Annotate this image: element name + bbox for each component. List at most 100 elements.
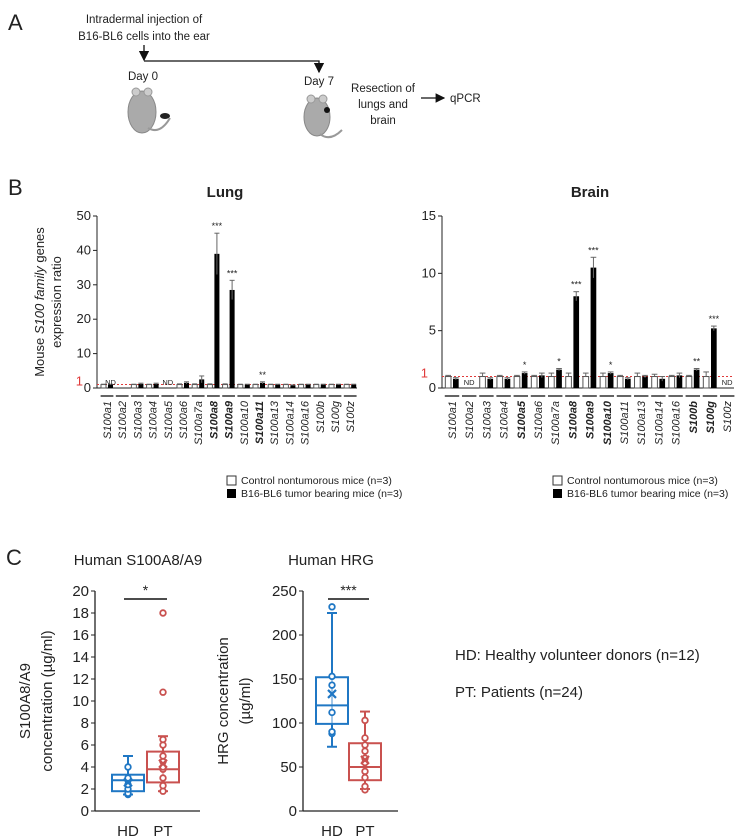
tumor-bar (260, 382, 266, 388)
data-point (159, 782, 167, 790)
tumor-bar (676, 375, 683, 388)
control-bar (548, 376, 555, 389)
y-tick-label: 10 (72, 693, 89, 710)
tumor-bar (305, 384, 311, 388)
data-point (159, 609, 167, 617)
brain-bar-chart: 0 5 10 15 1 S100a1 ND S100a2 S100a3 S100a4 * S100a5… (421, 208, 735, 445)
gene-label: S100a3 (481, 400, 493, 439)
tumor-bar (244, 384, 250, 388)
gene-label: S100a13 (636, 400, 648, 445)
gene-label: S100a7a (193, 401, 205, 445)
box-pt (146, 609, 180, 795)
gene-label: S100a8 (208, 400, 220, 439)
s100-box-plot: 0 2 4 6 8 10 12 14 16 18 20 HD PT * (72, 582, 200, 840)
injection-text: Intradermal injection of (86, 14, 203, 26)
data-point (124, 763, 132, 771)
y-tick-label: 50 (77, 208, 91, 223)
y-tick-label: 5 (429, 323, 436, 338)
category-label: PT (355, 823, 374, 840)
y-tick-label: 0 (289, 803, 297, 820)
ylabel-line2: concentration (µg/ml) (39, 630, 56, 771)
reference-line-label: 1 (76, 374, 83, 389)
control-bar (282, 384, 289, 389)
gene-label: S100a5 (163, 400, 175, 439)
significance-label: * (609, 360, 613, 370)
data-point (328, 708, 336, 717)
y-tick-label: 200 (272, 627, 297, 644)
mouse-icon (127, 87, 171, 134)
tumor-bar (108, 384, 114, 388)
data-point (361, 782, 369, 791)
resection-text: Resection of (351, 83, 416, 95)
control-bar (530, 376, 538, 389)
s100-title: Human S100A8/A9 (74, 552, 202, 569)
data-point (361, 734, 369, 742)
control-bar (496, 376, 504, 389)
resection-text-2: lungs and (358, 99, 408, 111)
data-point (328, 672, 336, 681)
control-bar (685, 376, 693, 389)
control-bar (328, 384, 335, 389)
y-tick-label: 10 (422, 265, 436, 280)
y-tick-label: 6 (81, 737, 89, 754)
lung-bar-chart: 0 10 20 30 40 50 1 ND S100a1 S100a2 S100a3 S100a4 ND… (76, 208, 357, 445)
gene-label: S100a6 (533, 400, 545, 439)
gene-label: S100a9 (224, 400, 236, 439)
control-bar (513, 376, 521, 389)
tumor-bar (453, 378, 459, 388)
significance-label: *** (709, 314, 720, 324)
panel-a-label: A (8, 10, 23, 35)
control-bar (313, 384, 320, 389)
ylabel-italic: S100 family (32, 265, 47, 334)
hrg-box-plot: 0 50 100 150 200 250 HD PT *** (272, 582, 398, 840)
panel-b-label: B (8, 175, 23, 200)
panel-c: C Human S100A8/A9 Human HRG S100A8/A9 co… (6, 545, 700, 840)
gene-label: S100a16 (671, 400, 683, 445)
nd-label: ND (722, 378, 733, 387)
control-bar (599, 376, 607, 389)
control-bar (565, 376, 572, 389)
tumor-bar (504, 378, 511, 388)
box-pt (348, 710, 382, 794)
gene-label: S100g (330, 400, 342, 433)
data-point (328, 681, 336, 689)
tumor-bar (625, 378, 631, 388)
s100-ylabel: S100A8/A9 concentration (µg/ml) (17, 630, 56, 771)
resection-text-3: brain (370, 115, 396, 127)
tumor-bar (693, 369, 700, 388)
control-bar (634, 376, 641, 389)
gene-label: S100a10 (602, 400, 614, 445)
legend-pt: PT: Patients (n=24) (455, 684, 583, 701)
legend-tumor: B16-BL6 tumor bearing mice (n=3) (567, 488, 728, 500)
gene-label: S100a10 (239, 400, 251, 445)
box-hd (111, 755, 145, 799)
y-tick-label: 0 (429, 380, 436, 395)
ylabel-line1: S100A8/A9 (17, 663, 34, 739)
gene-label: S100z (722, 401, 734, 433)
significance-label: * (557, 357, 561, 367)
gene-label: S100a14 (284, 401, 296, 445)
tumor-bar (214, 253, 220, 388)
tumor-bar (573, 296, 580, 388)
control-bar (616, 376, 624, 389)
svg-text:Mouse S100 family genes: Mouse S100 family genes (32, 227, 47, 377)
data-point (361, 741, 369, 749)
y-tick-label: 0 (81, 803, 89, 820)
tumor-bar (336, 384, 342, 388)
ylabel-part: Mouse (32, 334, 47, 377)
data-point (159, 774, 167, 782)
tumor-bar (590, 267, 597, 388)
control-bar (479, 376, 486, 389)
gene-label: S100b (315, 401, 327, 433)
tumor-bar (320, 384, 326, 388)
significance-label: *** (588, 245, 599, 255)
hrg-ylabel: HRG concentration (µg/ml) (215, 637, 254, 765)
y-tick-label: 100 (272, 715, 297, 732)
brain-title: Brain (571, 184, 609, 201)
gene-label: S100a14 (653, 401, 665, 445)
data-point (159, 688, 167, 696)
y-tick-label: 16 (72, 627, 89, 644)
data-point (361, 747, 369, 755)
gene-label: S100a2 (117, 401, 129, 439)
legend-swatch-control (552, 475, 563, 486)
